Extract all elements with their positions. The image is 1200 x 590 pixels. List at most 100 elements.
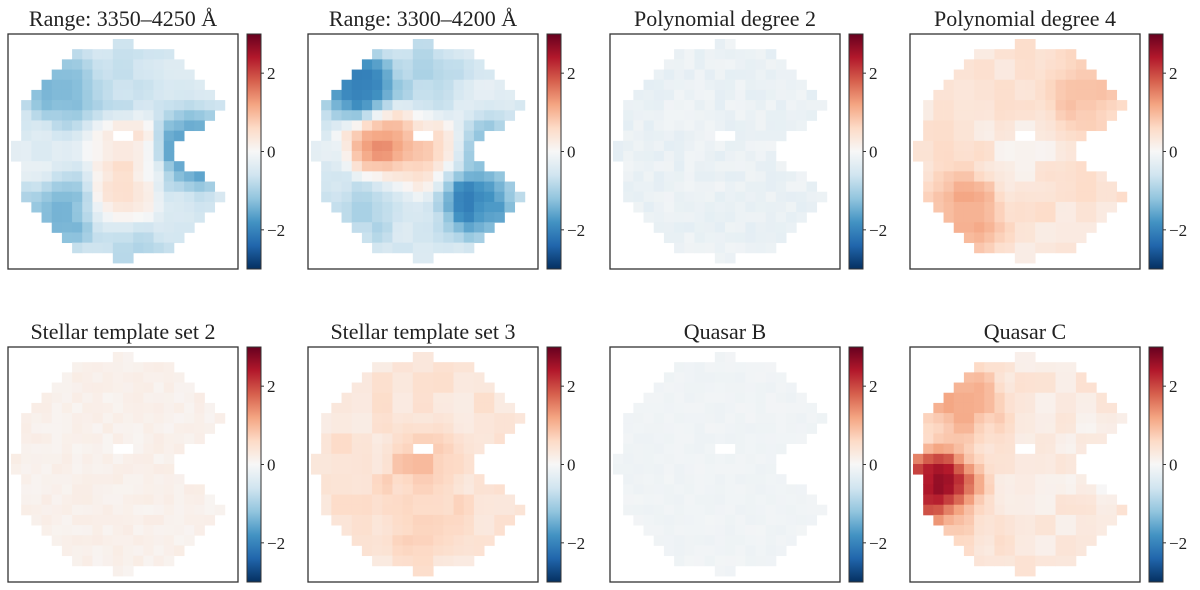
heatmap-cell	[765, 382, 777, 394]
heatmap-cell	[1035, 171, 1046, 182]
heatmap-cell	[765, 79, 777, 91]
heatmap-cell	[41, 201, 53, 213]
heatmap-cell	[653, 413, 665, 424]
heatmap-cell	[433, 474, 444, 485]
heatmap-cell	[653, 382, 665, 394]
heatmap-cell	[1025, 565, 1036, 577]
heatmap-cell	[1004, 89, 1016, 101]
heatmap-cell	[735, 555, 746, 567]
heatmap-cell	[143, 140, 154, 152]
heatmap-cell	[786, 525, 797, 536]
heatmap-cell	[714, 433, 726, 445]
heatmap-cell	[143, 201, 154, 213]
heatmap-cell	[1045, 362, 1056, 373]
heatmap-cell	[143, 504, 154, 516]
heatmap-cell	[204, 191, 216, 203]
heatmap-cell	[153, 413, 165, 424]
heatmap-cell	[204, 402, 216, 414]
heatmap-cell	[372, 484, 383, 495]
heatmap-cell	[72, 242, 83, 254]
heatmap-cell	[994, 464, 1006, 475]
colorbar-tick-label: 2	[869, 377, 878, 396]
heatmap-cell	[484, 171, 495, 182]
heatmap-cell	[1065, 392, 1077, 404]
heatmap-cell	[443, 433, 454, 445]
heatmap-cell	[433, 555, 444, 567]
heatmap-cell	[92, 130, 104, 142]
heatmap-cell	[423, 392, 434, 404]
heatmap-cell	[21, 464, 32, 475]
heatmap-cell	[453, 525, 465, 536]
heatmap-cell	[133, 151, 144, 162]
heatmap-cell	[41, 151, 53, 162]
heatmap-cell	[1035, 555, 1046, 567]
heatmap-cell	[714, 423, 726, 434]
axes-frame	[307, 346, 539, 583]
heatmap-cell	[623, 100, 634, 111]
heatmap-cell	[402, 474, 414, 485]
heatmap-cell	[473, 110, 485, 121]
colorbar-tick-label: −2	[869, 221, 887, 240]
heatmap-cell	[953, 443, 965, 455]
heatmap-cell	[633, 140, 644, 152]
heatmap-cell	[133, 382, 144, 394]
heatmap-cell	[453, 535, 465, 546]
heatmap-cell	[694, 504, 706, 516]
heatmap-cell	[473, 232, 485, 244]
heatmap-cell	[735, 110, 746, 121]
heatmap-cell	[173, 212, 185, 223]
heatmap-cell	[684, 201, 695, 213]
heatmap-cell	[1004, 191, 1016, 203]
heatmap-cell	[1106, 110, 1118, 121]
heatmap-cell	[1045, 392, 1056, 404]
heatmap-cell	[1075, 392, 1087, 404]
heatmap-cell	[663, 453, 675, 465]
heatmap-cell	[745, 484, 756, 495]
heatmap-cell	[674, 433, 685, 445]
heatmap-cell	[735, 453, 746, 465]
heatmap-cell	[1055, 413, 1067, 424]
heatmap-cell	[51, 514, 63, 526]
heatmap-cell	[704, 362, 716, 373]
heatmap-cell	[163, 402, 175, 414]
heatmap-cell	[51, 161, 63, 172]
heatmap-cell	[321, 191, 332, 203]
heatmap-cell	[1096, 201, 1107, 213]
heatmap-cell	[184, 222, 195, 233]
heatmap-cell	[953, 181, 965, 193]
heatmap-cell	[51, 535, 63, 546]
heatmap-cell	[775, 232, 787, 244]
heatmap-cell	[765, 372, 777, 383]
heatmap-cell	[633, 191, 644, 203]
heatmap-cell	[1035, 161, 1046, 172]
heatmap-cell	[123, 423, 134, 434]
heatmap-cell	[184, 79, 195, 91]
heatmap-cell	[484, 423, 495, 434]
heatmap-cell	[123, 525, 134, 536]
heatmap-cell	[765, 443, 777, 455]
colorbar-tick-label: −2	[869, 534, 887, 553]
heatmap-cell	[1035, 212, 1046, 223]
heatmap-cell	[143, 79, 154, 91]
heatmap-cell	[372, 120, 383, 132]
heatmap-cell	[694, 372, 706, 383]
heatmap-cell	[1014, 161, 1026, 172]
heatmap-cell	[443, 222, 454, 233]
heatmap-cell	[153, 59, 165, 70]
heatmap-cell	[1014, 545, 1026, 557]
heatmap-cell	[173, 69, 185, 81]
heatmap-cell	[1035, 201, 1046, 213]
heatmap-cell	[123, 392, 134, 404]
heatmap-cell	[1065, 191, 1077, 203]
heatmap-cell	[382, 191, 393, 203]
heatmap-cell	[694, 555, 706, 567]
heatmap-cell	[112, 110, 124, 121]
heatmap-cell	[725, 565, 736, 577]
heatmap-cell	[694, 413, 706, 424]
heatmap-cell	[974, 151, 985, 162]
heatmap-cell	[1096, 89, 1107, 101]
heatmap-cell	[714, 555, 726, 567]
heatmap-cell	[1086, 100, 1097, 111]
heatmap-cell	[463, 504, 475, 516]
heatmap-cell	[143, 100, 154, 111]
